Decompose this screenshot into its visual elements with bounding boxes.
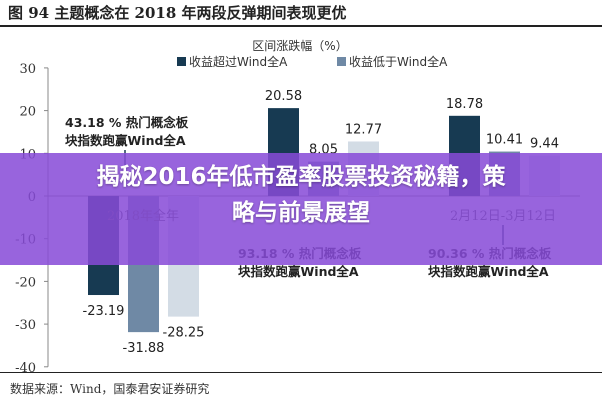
annotation-line2: 块指数跑赢Wind全A: [65, 133, 186, 148]
annotation-line2: 块指数跑赢Wind全A: [238, 264, 359, 279]
y-tick-label: -30: [15, 318, 36, 333]
source-note: 数据来源：Wind，国泰君安证券研究: [10, 382, 210, 396]
legend-label: 收益超过Wind全A: [189, 54, 288, 69]
legend-label: 收益低于Wind全A: [349, 54, 448, 69]
value-label: 9.44: [530, 137, 559, 152]
figure-title: 图 94 主题概念在 2018 年两段反弹期间表现更优: [8, 4, 347, 22]
legend-swatch: [177, 57, 186, 66]
value-label: -23.19: [83, 304, 125, 319]
value-label: -28.25: [163, 326, 205, 341]
value-label: 10.41: [486, 133, 523, 148]
top-rule: [0, 25, 602, 27]
annotation-line1: 43.18 % 热门概念板: [65, 115, 189, 130]
value-label: -31.88: [123, 341, 165, 356]
value-label: 20.58: [265, 89, 302, 104]
value-label: 18.78: [446, 97, 483, 112]
y-tick-label: 30: [19, 62, 36, 77]
bottom-rule: [0, 372, 602, 373]
legend-swatch: [337, 57, 346, 66]
annotation-line2: 块指数跑赢Wind全A: [428, 264, 549, 279]
headline-banner: 揭秘2016年低市盈率股票投资秘籍，策 略与前景展望: [0, 153, 602, 265]
y-tick-label: -40: [15, 361, 36, 376]
y-tick-label: -20: [15, 275, 36, 290]
chart-title: 区间涨跌幅（%）: [252, 38, 347, 53]
headline-text: 揭秘2016年低市盈率股票投资秘籍，策 略与前景展望: [96, 164, 506, 226]
value-label: 12.77: [345, 122, 382, 137]
y-tick-label: 20: [19, 105, 36, 120]
